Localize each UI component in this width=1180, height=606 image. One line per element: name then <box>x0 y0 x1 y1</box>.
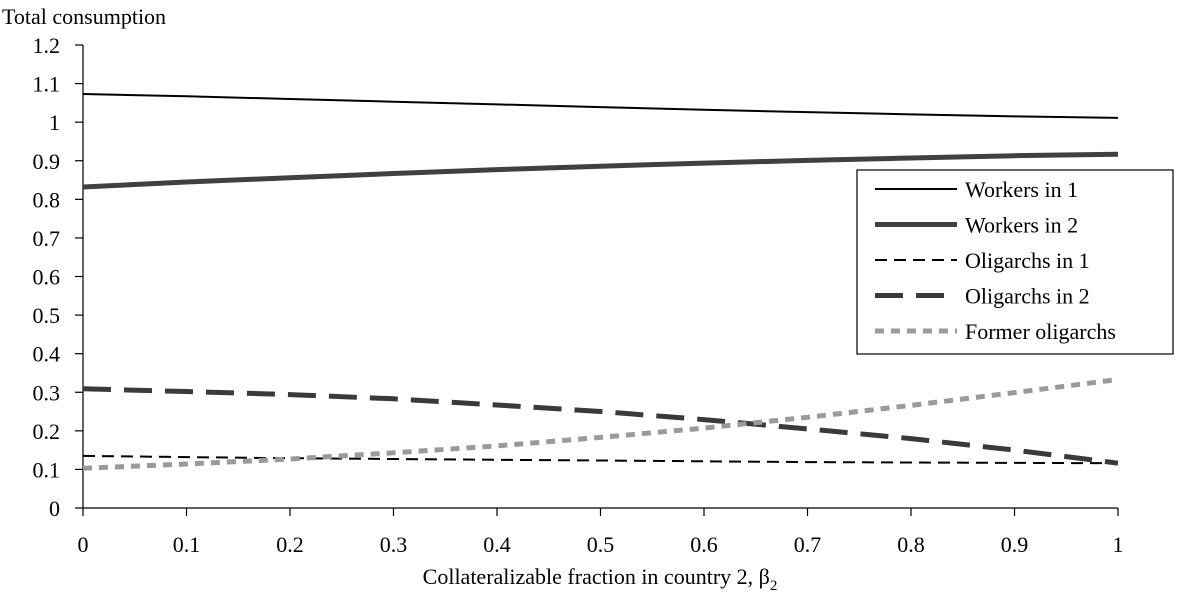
x-tick-label: 0.1 <box>173 532 201 557</box>
y-tick-label: 0.9 <box>33 149 61 174</box>
series-line-4 <box>82 386 1119 466</box>
x-axis-label: Collateralizable fraction in country 2, … <box>423 564 778 594</box>
x-tick-label: 0.9 <box>1001 532 1029 557</box>
x-tick-label: 0.2 <box>276 532 304 557</box>
x-axis-label-subscript: 2 <box>770 578 778 594</box>
y-tick-label: 0.3 <box>33 380 61 405</box>
x-tick-label: 0.4 <box>483 532 511 557</box>
x-tick-label: 0.3 <box>380 532 408 557</box>
legend-label-5: Former oligarchs <box>965 319 1116 344</box>
x-tick-label: 0.7 <box>794 532 822 557</box>
y-axis-label: Total consumption <box>2 4 166 29</box>
y-tick-label: 0.7 <box>33 226 61 251</box>
legend: Workers in 1 Workers in 2 Oligarchs in 1 Ol… <box>856 169 1174 355</box>
y-tick-label: 0.5 <box>33 303 61 328</box>
y-tick-label: 1 <box>49 110 60 135</box>
series-line-2 <box>82 151 1119 190</box>
y-tick-label: 0 <box>49 496 60 521</box>
legend-label-2: Workers in 2 <box>965 213 1078 238</box>
x-tick-label: 0.8 <box>897 532 925 557</box>
legend-label-3: Oligarchs in 1 <box>965 248 1090 273</box>
x-tick-label: 1 <box>1113 532 1124 557</box>
y-tick-label: 1.1 <box>33 72 61 97</box>
y-tick-label: 0.2 <box>33 419 61 444</box>
series-line-3 <box>82 454 1119 465</box>
x-tick-label: 0 <box>78 532 89 557</box>
y-tick-label: 0.1 <box>33 457 61 482</box>
y-tick-label: 0.6 <box>33 265 61 290</box>
x-tick-label: 0.6 <box>690 532 718 557</box>
y-ticks: 0 0.1 0.2 0.3 0.4 0.5 0.6 0.7 0.8 0.9 1 1.1 1.2 <box>33 33 83 521</box>
x-ticks: 0 0.1 0.2 0.3 0.4 0.5 0.6 0.7 0.8 0.9 1 <box>78 508 1124 557</box>
x-axis-label-symbol: β <box>759 564 770 589</box>
y-tick-label: 0.8 <box>33 187 61 212</box>
series-lines <box>82 93 1119 471</box>
series-line-1 <box>82 93 1119 119</box>
x-axis-label-main: Collateralizable fraction in country 2, <box>423 564 759 589</box>
x-tick-label: 0.5 <box>587 532 615 557</box>
legend-box <box>856 169 1174 355</box>
series-line-5 <box>82 377 1119 471</box>
legend-label-1: Workers in 1 <box>965 177 1078 202</box>
y-tick-label: 1.2 <box>33 33 61 58</box>
legend-label-4: Oligarchs in 2 <box>965 284 1090 309</box>
y-tick-label: 0.4 <box>33 342 61 367</box>
